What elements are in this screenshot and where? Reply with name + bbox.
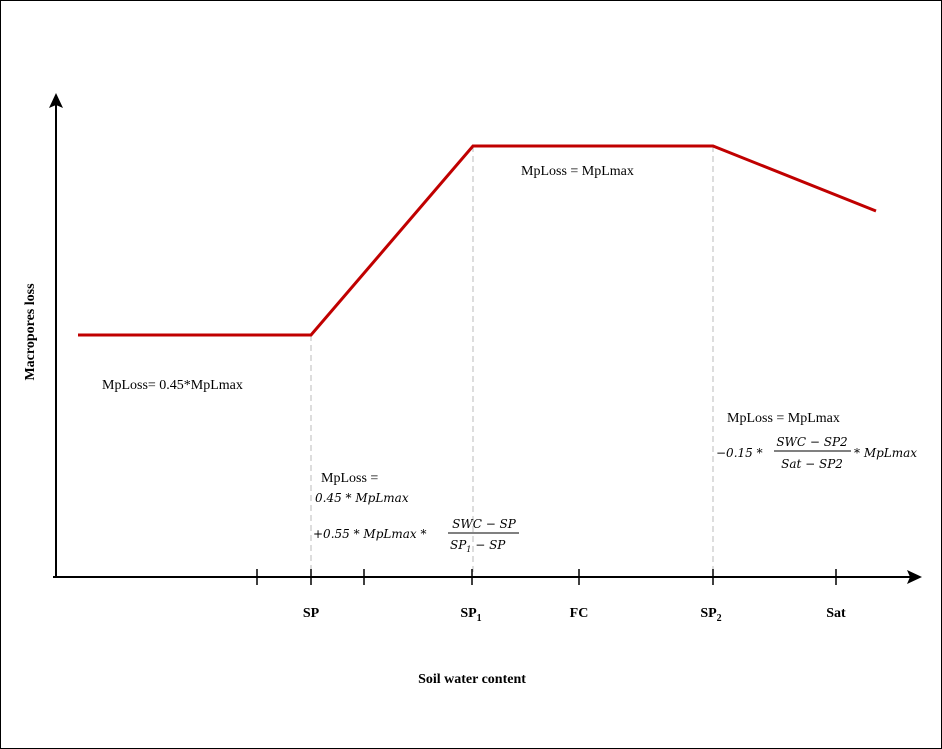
decline-formula-title: MpLoss = MpLmax: [727, 411, 840, 426]
x-axis-title: Soil water content: [418, 672, 526, 687]
tick-label-sp1: SP1: [460, 606, 481, 624]
y-axis-arrowhead: [49, 93, 63, 108]
macropore-loss-curve: [78, 144, 877, 337]
y-axis-title: Macropores loss: [23, 283, 38, 381]
decline-fraction-denominator: Sat − SP2: [781, 457, 843, 471]
ramp-fraction-numerator: SWC − SP: [452, 517, 517, 531]
annotation-low-plateau: MpLoss= 0.45*MpLmax: [102, 378, 243, 393]
tick-label-fc: FC: [570, 606, 589, 621]
annotation-decline-formula: MpLoss = MpLmax −0.15 * SWC − SP2 Sat − …: [716, 411, 917, 471]
x-axis-arrowhead: [907, 570, 922, 584]
ramp-formula-line2: +0.55 * MpLmax *: [313, 527, 426, 541]
annotation-ramp-formula: MpLoss = 0.45 * MpLmax +0.55 * MpLmax * …: [313, 471, 519, 554]
tick-label-sp2: SP2: [700, 606, 721, 624]
decline-formula-prefix: −0.15 *: [716, 446, 763, 460]
ramp-fraction-denominator: SP1 − SP: [450, 538, 506, 554]
decline-fraction-numerator: SWC − SP2: [776, 435, 847, 449]
guide-lines: [310, 146, 714, 577]
x-axis-ticks: [256, 569, 837, 585]
tick-label-sat: Sat: [826, 606, 846, 621]
annotation-top-plateau: MpLoss = MpLmax: [521, 164, 634, 179]
ramp-formula-line1: 0.45 * MpLmax: [315, 491, 409, 505]
ramp-formula-title: MpLoss =: [321, 471, 378, 486]
decline-formula-suffix: * MpLmax: [854, 446, 917, 460]
tick-label-sp: SP: [303, 606, 320, 621]
